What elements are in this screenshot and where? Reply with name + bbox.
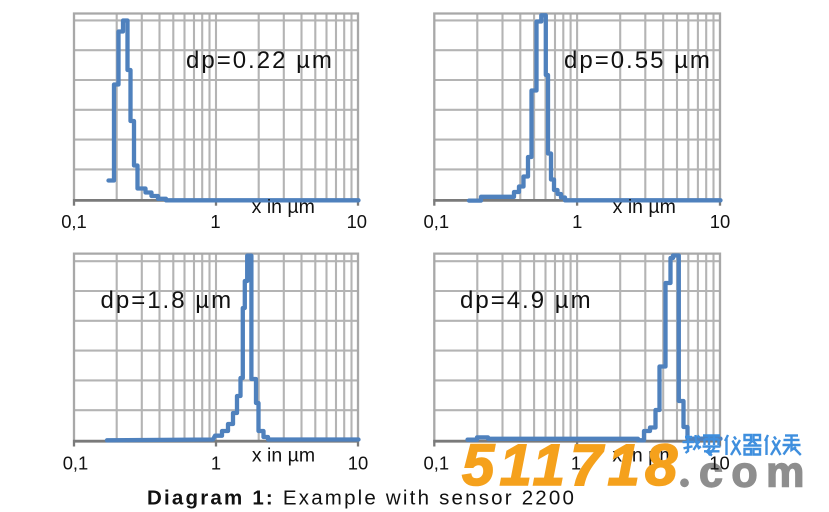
- svg-text:0,1: 0,1: [61, 211, 87, 232]
- svg-text:Diagram 1: Example with sensor: Diagram 1: Example with sensor 2200: [147, 487, 576, 510]
- svg-text:0,1: 0,1: [424, 211, 450, 232]
- svg-text:x in µm: x in µm: [612, 445, 675, 467]
- svg-text:com: com: [699, 448, 813, 496]
- svg-text:0,1: 0,1: [63, 452, 89, 473]
- svg-text:dp=0.22 µm: dp=0.22 µm: [186, 47, 334, 74]
- svg-text:dp=0.55 µm: dp=0.55 µm: [564, 47, 712, 74]
- svg-text:x in µm: x in µm: [252, 196, 315, 218]
- svg-text:511718: 511718: [462, 433, 682, 498]
- svg-text:10: 10: [347, 211, 367, 232]
- svg-text:10: 10: [348, 452, 368, 473]
- svg-text:x in µm: x in µm: [252, 445, 315, 467]
- svg-text:10: 10: [710, 211, 730, 232]
- svg-text:1: 1: [571, 452, 581, 473]
- svg-text:dp=4.9 µm: dp=4.9 µm: [460, 287, 593, 314]
- svg-text:1: 1: [572, 211, 582, 232]
- svg-text:x in µm: x in µm: [613, 196, 676, 218]
- svg-text:dp=1.8 µm: dp=1.8 µm: [101, 287, 234, 314]
- svg-text:1: 1: [211, 452, 221, 473]
- svg-text:10: 10: [709, 452, 729, 473]
- svg-text:1: 1: [210, 211, 220, 232]
- svg-text:0,1: 0,1: [424, 452, 450, 473]
